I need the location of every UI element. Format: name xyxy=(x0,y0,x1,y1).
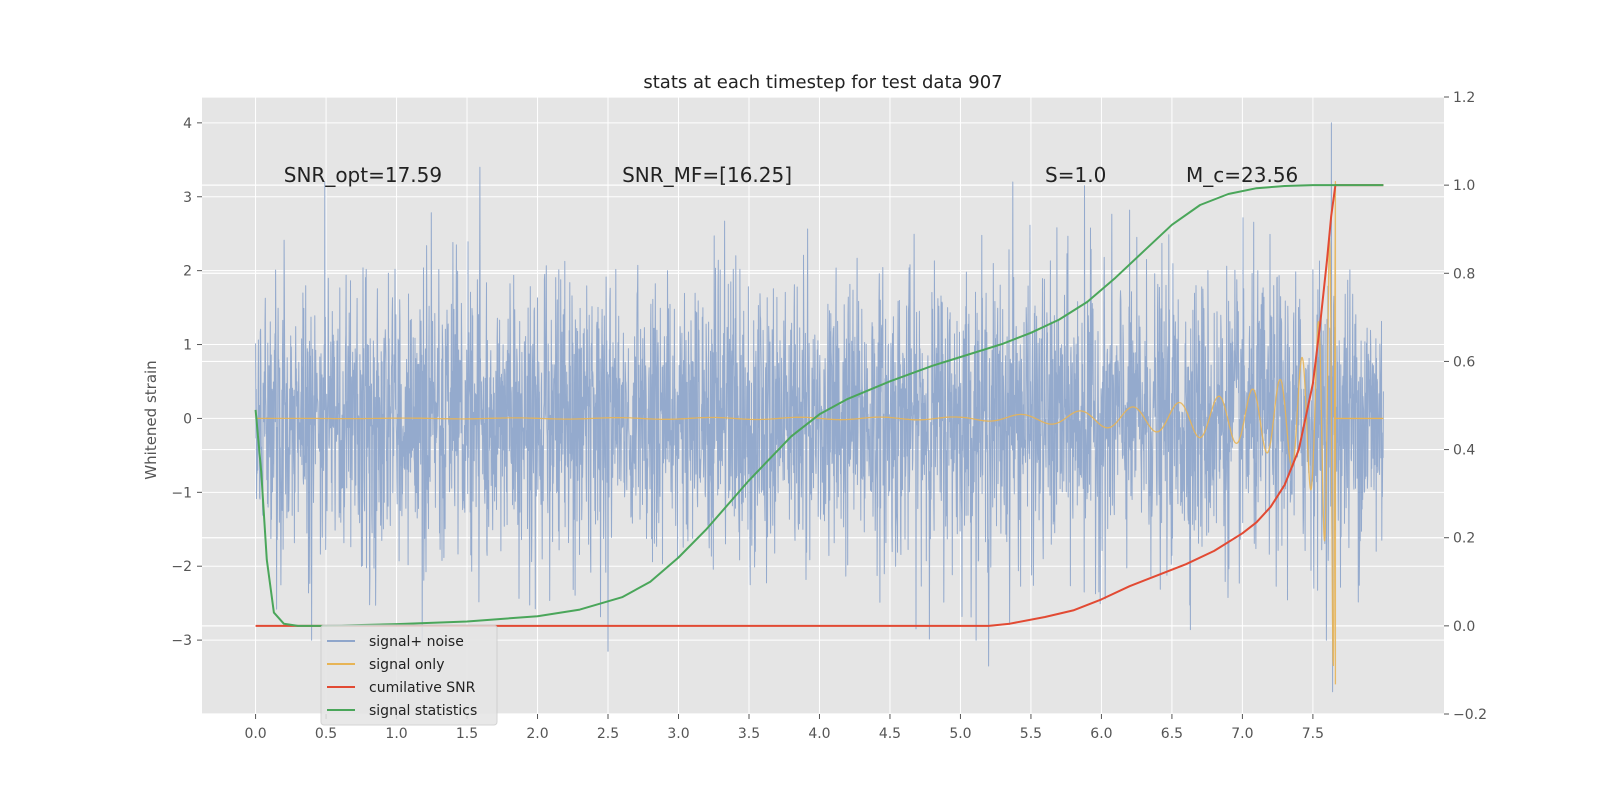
legend-entry: signal statistics xyxy=(369,703,477,719)
x-tick-label: 4.5 xyxy=(879,726,901,742)
annotation-4: M_c=23.56 xyxy=(1186,163,1298,187)
chart-title: stats at each timestep for test data 907 xyxy=(643,72,1002,93)
x-tick-label: 2.0 xyxy=(526,726,548,742)
annotation-1: SNR_opt=17.59 xyxy=(284,163,442,187)
y-tick-label: 3 xyxy=(183,190,192,206)
x-tick-label: 5.0 xyxy=(949,726,971,742)
y-tick-label: 1 xyxy=(183,338,192,354)
x-tick-label: 6.5 xyxy=(1161,726,1183,742)
legend-box xyxy=(320,624,498,726)
x-tick-label: 0.0 xyxy=(244,726,266,742)
y2-tick-label: 0.4 xyxy=(1453,443,1475,459)
y-tick-label: −3 xyxy=(171,633,192,649)
y2-tick-label: 1.0 xyxy=(1453,178,1475,194)
y2-tick-label: 1.2 xyxy=(1453,90,1475,106)
x-tick-label: 5.5 xyxy=(1020,726,1042,742)
y-axis-label: Whitened strain xyxy=(142,360,160,479)
y-tick-label: 4 xyxy=(183,116,192,132)
y2-tick-label: 0.2 xyxy=(1453,531,1475,547)
legend-entry: signal+ noise xyxy=(369,634,464,650)
y2-tick-label: −0.2 xyxy=(1453,707,1487,723)
y2-tick-label: 0.6 xyxy=(1453,354,1475,370)
legend-entry: cumilative SNR xyxy=(369,680,476,696)
y2-tick-label: 0.0 xyxy=(1453,619,1475,635)
annotation-3: S=1.0 xyxy=(1045,163,1106,187)
legend: signal+ noise signal only cumilative SNR si… xyxy=(320,624,498,726)
x-tick-label: 1.0 xyxy=(385,726,407,742)
series-cumilative-snr-line xyxy=(255,184,1384,627)
x-tick-label: 3.0 xyxy=(667,726,689,742)
annotation-2: SNR_MF=[16.25] xyxy=(622,163,792,187)
legend-entry: signal only xyxy=(369,657,444,673)
x-tick-label: 1.5 xyxy=(456,726,478,742)
y-tick-label: −1 xyxy=(171,485,192,501)
x-tick-label: 0.5 xyxy=(315,726,337,742)
series-signal-noise-line xyxy=(255,122,1384,693)
x-tick-label: 4.0 xyxy=(808,726,830,742)
y-tick-label: −2 xyxy=(171,559,192,575)
series-signal-only-line xyxy=(255,181,1337,685)
x-tick-label: 2.5 xyxy=(597,726,619,742)
y-tick-label: 2 xyxy=(183,264,192,280)
tick-labels: 0.0 0.5 1.0 1.5 2.0 2.5 3.0 3.5 4.0 4.5 5.0 5.5 6.0 6… xyxy=(171,90,1487,742)
x-tick-label: 7.5 xyxy=(1302,726,1324,742)
x-tick-label: 3.5 xyxy=(738,726,760,742)
y-tick-label: 0 xyxy=(183,411,192,427)
y2-tick-label: 0.8 xyxy=(1453,266,1475,282)
annotations: SNR_opt=17.59 SNR_MF=[16.25] S=1.0 M_c=23.5… xyxy=(284,163,1299,187)
x-tick-label: 6.0 xyxy=(1090,726,1112,742)
x-tick-label: 7.0 xyxy=(1231,726,1253,742)
